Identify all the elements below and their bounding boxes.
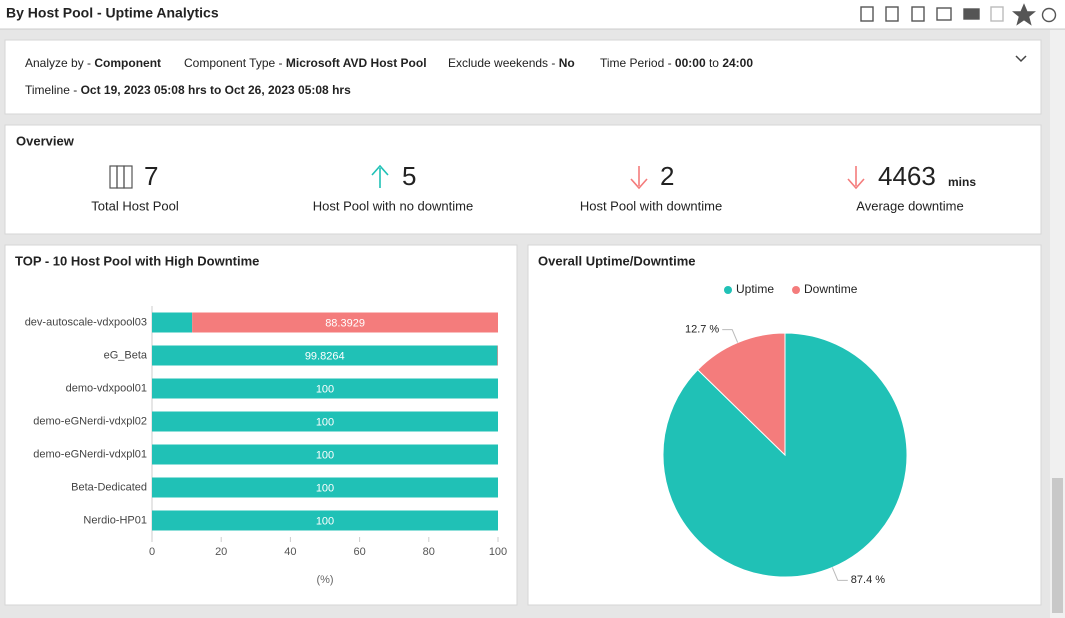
y-tick-label: dev-autoscale-vdxpool03 [25,316,147,328]
filter-time-period: Time Period - 00:00 to 24:00 [600,56,753,70]
icon-down [847,166,865,190]
bar-segment [152,477,498,498]
icon-host-pool [109,165,133,189]
overview-value: 4463 [878,161,936,191]
overview-panel [4,124,1042,235]
bar-label: 100 [316,449,334,461]
bar-segment [152,345,498,366]
overview-value: 5 [402,161,416,191]
overview-value: 7 [144,161,158,191]
bar-label: 100 [316,383,334,395]
page-title: By Host Pool - Uptime Analytics [6,5,219,21]
icon-report[interactable] [860,6,874,22]
y-tick-label: Beta-Dedicated [71,481,147,493]
slice-label: 12.7 % [685,324,719,336]
y-tick-label: Nerdio-HP01 [83,514,147,526]
overview-label: Average downtime [856,198,963,213]
leader-line [722,329,739,343]
legend-label: Uptime [736,282,774,296]
x-tick-label: 20 [215,546,227,558]
icon-mail[interactable] [963,8,980,20]
icon-down [630,166,648,190]
bar-label: 100 [316,515,334,527]
x-axis-label: (%) [316,574,333,586]
collapse-icon[interactable] [1015,55,1027,63]
bar-label: 100 [316,416,334,428]
icon-up [371,164,389,188]
y-tick-label: eG_Beta [104,349,148,361]
filter-timeline: Timeline - Oct 19, 2023 05:08 hrs to Oct… [25,83,351,97]
y-tick-label: demo-eGNerdi-vdxpl02 [33,415,147,427]
slice-label: 87.4 % [851,574,885,586]
bar-segment [152,411,498,432]
icon-export[interactable] [885,6,899,22]
overview-unit: mins [948,175,976,189]
filter-panel [4,39,1042,115]
bar-label: 88.3929 [325,317,365,329]
bar-segment [152,444,498,465]
icon-print[interactable] [936,7,952,21]
leader-line [831,567,848,581]
bar-segment [152,378,498,399]
toolbar [860,3,1057,26]
icon-pdf[interactable] [911,6,925,22]
x-tick-label: 0 [149,546,155,558]
bar-label: 100 [316,482,334,494]
chart-title: Overall Uptime/Downtime [538,253,695,268]
filter-weekends: Exclude weekends - No [448,56,575,70]
overview-label: Total Host Pool [91,198,179,213]
legend-swatch [724,286,732,294]
chart-title: TOP - 10 Host Pool with High Downtime [15,253,259,268]
overview-label: Host Pool with downtime [580,198,722,213]
x-tick-label: 100 [489,546,507,558]
filter-component-type: Component Type - Microsoft AVD Host Pool [184,56,427,70]
overview-title: Overview [16,133,75,148]
filter-analyze: Analyze by - Component [25,56,161,70]
legend-swatch [792,286,801,294]
scrollbar [1050,30,1065,618]
header-bar [0,0,1065,29]
y-tick-label: demo-eGNerdi-vdxpl01 [33,448,147,460]
bar-segment [152,510,498,531]
scrollbar-thumb[interactable] [1052,478,1063,613]
x-tick-label: 80 [423,546,435,558]
legend-label: Downtime [804,282,858,296]
icon-schedule[interactable] [1041,7,1057,23]
x-tick-label: 40 [284,546,296,558]
overview-value: 2 [660,161,674,191]
icon-favorite[interactable] [1012,3,1036,26]
pie-slice [697,332,786,457]
bar-label: 99.8264 [305,350,345,362]
y-tick-label: demo-vdxpool01 [66,382,147,394]
bar-segment [152,312,193,333]
bar-segment [192,312,498,333]
x-tick-label: 60 [353,546,365,558]
bar-segment [497,345,498,366]
overview-label: Host Pool with no downtime [313,198,473,213]
icon-excel[interactable] [990,6,1004,22]
